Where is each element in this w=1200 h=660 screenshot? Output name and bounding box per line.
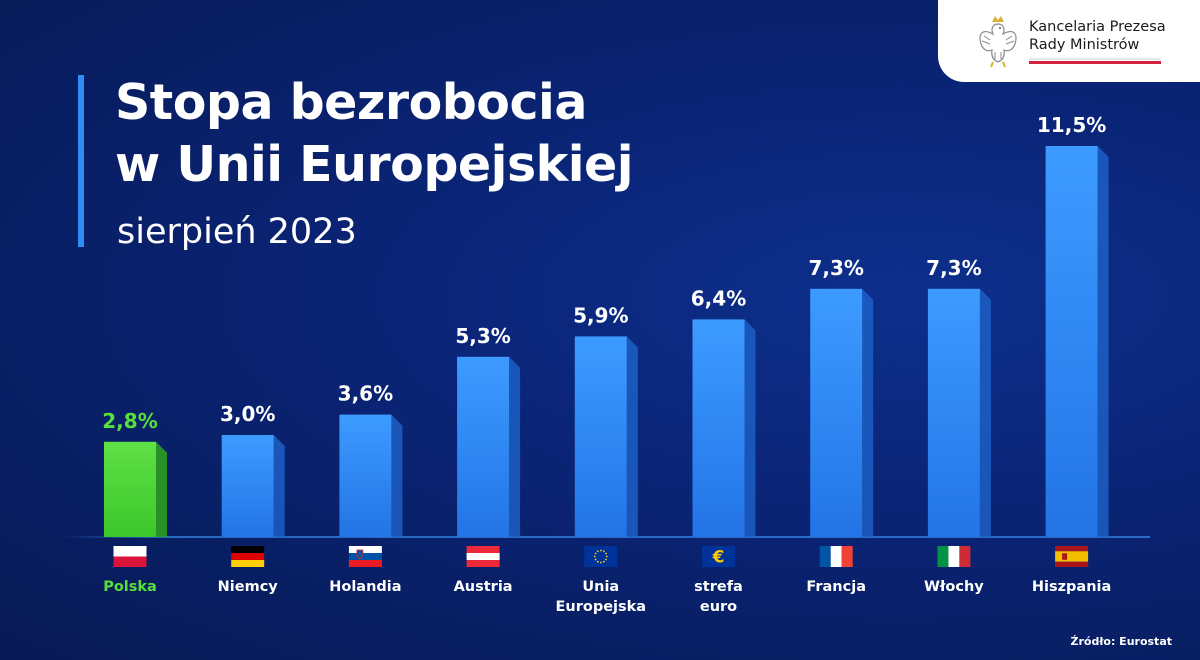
svg-text:€: €	[712, 548, 725, 568]
bar-group-niemcy: 3,0% Niemcy	[218, 402, 285, 595]
data-label-francja: 7,3%	[808, 256, 863, 280]
bar-group-strefa-euro: 6,4% € strefa euro	[691, 286, 756, 615]
chart-subtitle: sierpień 2023	[117, 212, 357, 252]
data-label-austria: 5,3%	[455, 324, 510, 348]
title-accent-bar	[78, 75, 84, 247]
chart-title: Stopa bezrobocia w Unii Europejskiej	[115, 72, 634, 196]
bar-w-ochy	[927, 288, 980, 537]
spain-flag-icon	[1055, 546, 1089, 567]
logo-line-2: Rady Ministrów	[1029, 37, 1140, 53]
bar-side-hiszpania	[1097, 146, 1109, 537]
category-label-francja: Francja	[806, 579, 866, 595]
bar-side-holandia	[391, 414, 403, 537]
bar-austria	[457, 356, 510, 537]
category-label-unia-europejska: Unia	[582, 579, 619, 595]
bar-group-w-ochy: 7,3% Włochy	[924, 256, 991, 595]
bar-strefa-euro	[692, 319, 745, 537]
data-label-hiszpania: 11,5%	[1037, 113, 1106, 137]
euro-symbol-flag-icon: €	[702, 546, 735, 568]
bar-group-polska: 2,8% Polska	[102, 409, 167, 595]
eu-flag-icon	[584, 546, 618, 567]
category-label-holandia: Holandia	[329, 579, 401, 595]
bar-niemcy	[221, 435, 274, 537]
italy-flag-icon	[937, 546, 971, 567]
bar-side-austria	[509, 356, 521, 537]
slovenia-flag-icon	[348, 546, 382, 567]
polish-eagle-emblem-icon	[979, 16, 1017, 68]
category-label-w-ochy: Włochy	[924, 579, 984, 595]
bar-group-unia-europejska: 5,9% Unia Europejska	[556, 303, 647, 615]
bar-group-holandia: 3,6% Holandia	[329, 382, 403, 595]
source-note: Źródło: Eurostat	[1070, 635, 1172, 648]
title-line-2: w Unii Europejskiej	[115, 136, 634, 193]
title-line-1: Stopa bezrobocia	[115, 74, 587, 131]
bar-side-francja	[862, 288, 874, 537]
austria-flag-icon	[466, 546, 500, 567]
category-label-austria: Austria	[454, 579, 513, 595]
bar-hiszpania	[1045, 146, 1098, 537]
data-label-niemcy: 3,0%	[220, 402, 275, 426]
bar-francja	[810, 288, 863, 537]
category-label-strefa-euro-line-2: euro	[700, 599, 737, 615]
data-label-holandia: 3,6%	[338, 382, 393, 406]
category-label-hiszpania: Hiszpania	[1032, 579, 1111, 595]
bar-side-strefa-euro	[744, 319, 756, 537]
france-flag-icon	[819, 546, 853, 567]
logo-card: Kancelaria Prezesa Rady Ministrów	[938, 0, 1200, 82]
bar-group-francja: 7,3% Francja	[806, 256, 874, 595]
logo-flag-stripe	[1029, 58, 1161, 64]
data-label-polska: 2,8%	[102, 409, 157, 433]
bar-side-w-ochy	[979, 288, 991, 537]
bar-side-polska	[156, 441, 167, 537]
category-label-polska: Polska	[103, 579, 157, 595]
data-label-strefa-euro: 6,4%	[691, 286, 746, 310]
bar-group-hiszpania: 11,5% Hiszpania	[1032, 113, 1111, 595]
bar-polska	[104, 441, 156, 537]
bar-side-unia-europejska	[626, 336, 638, 537]
category-label-niemcy: Niemcy	[218, 579, 279, 595]
data-label-unia-europejska: 5,9%	[573, 303, 628, 327]
data-label-w-ochy: 7,3%	[926, 256, 981, 280]
category-label-strefa-euro: strefa	[694, 579, 743, 595]
bar-holandia	[339, 414, 392, 537]
bar-side-niemcy	[273, 435, 285, 537]
poland-flag-icon	[113, 546, 147, 567]
bar-group-austria: 5,3% Austria	[454, 324, 521, 595]
logo-text: Kancelaria Prezesa Rady Ministrów	[1029, 18, 1166, 54]
category-label-unia-europejska-line-2: Europejska	[556, 599, 647, 615]
bar-unia-europejska	[574, 336, 627, 537]
germany-flag-icon	[231, 546, 265, 567]
logo-line-1: Kancelaria Prezesa	[1029, 19, 1166, 35]
